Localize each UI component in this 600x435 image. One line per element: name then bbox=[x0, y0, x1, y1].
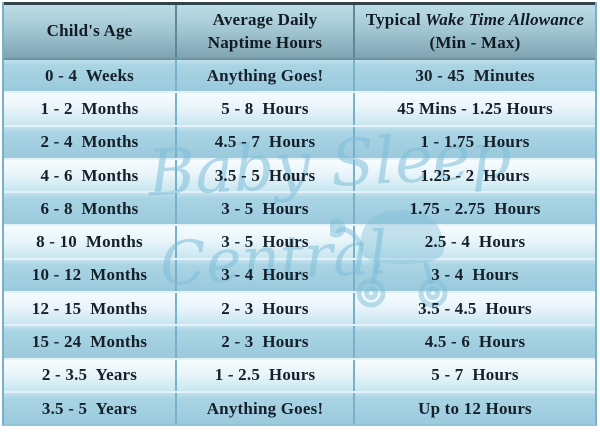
naptime-cell: Anything Goes! bbox=[175, 392, 353, 425]
naptime-cell: Anything Goes! bbox=[175, 60, 353, 92]
header-wake-italic: Wake Time Allowance bbox=[425, 10, 585, 30]
table-row: 15 - 24 Months 2 - 3 Hours 4.5 - 6 Hours bbox=[4, 324, 595, 358]
table-header-row: Child's Age Average Daily Naptime Hours … bbox=[4, 2, 595, 60]
age-cell: 2 - 4 Months bbox=[4, 126, 175, 158]
naptime-cell-text: Anything Goes! bbox=[206, 65, 324, 85]
age-cell-text: 0 - 4 Weeks bbox=[45, 65, 134, 85]
waketime-cell-text: 30 - 45 Minutes bbox=[415, 65, 535, 85]
naptime-cell-text: 2 - 3 Hours bbox=[221, 298, 309, 318]
waketime-cell-text: 1.75 - 2.75 Hours bbox=[409, 198, 541, 218]
age-cell-text: 2 - 3.5 Years bbox=[41, 365, 138, 385]
header-naptime-hours: Average Daily Naptime Hours bbox=[175, 5, 353, 58]
header-naptime-line1: Average Daily bbox=[212, 10, 318, 30]
table-row: 4 - 6 Months 3.5 - 5 Hours 1.25 - 2 Hours bbox=[4, 157, 595, 192]
waketime-cell: 3.5 - 4.5 Hours bbox=[353, 293, 595, 325]
waketime-cell-text: Up to 12 Hours bbox=[418, 398, 532, 418]
header-wake-prefix: Typical bbox=[365, 10, 426, 30]
age-cell: 4 - 6 Months bbox=[4, 159, 175, 192]
age-cell: 1 - 2 Months bbox=[4, 93, 175, 125]
header-childs-age: Child's Age bbox=[4, 5, 175, 58]
age-cell: 8 - 10 Months bbox=[4, 226, 175, 258]
age-cell-text: 2 - 4 Months bbox=[40, 132, 139, 152]
waketime-cell: 3 - 4 Hours bbox=[353, 259, 595, 292]
naptime-cell: 4.5 - 7 Hours bbox=[175, 126, 353, 158]
naptime-cell: 3 - 5 Hours bbox=[175, 193, 353, 225]
header-wake-line1: Typical Wake Time Allowance bbox=[366, 9, 584, 31]
age-cell-text: 12 - 15 Months bbox=[31, 298, 148, 318]
waketime-cell: 45 Mins - 1.25 Hours bbox=[353, 93, 595, 125]
header-childs-age-label: Child's Age bbox=[46, 21, 133, 41]
table-row: 1 - 2 Months 5 - 8 Hours 45 Mins - 1.25 Ho… bbox=[4, 91, 595, 125]
waketime-cell-text: 4.5 - 6 Hours bbox=[424, 332, 526, 352]
waketime-cell-text: 1.25 - 2 Hours bbox=[420, 165, 530, 185]
table-row: 12 - 15 Months 2 - 3 Hours 3.5 - 4.5 Hours bbox=[4, 291, 595, 325]
waketime-cell: 5 - 7 Hours bbox=[353, 359, 595, 391]
naptime-cell-text: Anything Goes! bbox=[206, 398, 324, 418]
age-cell-text: 15 - 24 Months bbox=[31, 332, 148, 352]
naptime-cell: 5 - 8 Hours bbox=[175, 93, 353, 125]
naptime-cell: 1 - 2.5 Hours bbox=[175, 359, 353, 391]
naptime-cell-text: 3 - 5 Hours bbox=[221, 232, 309, 252]
age-cell: 10 - 12 Months bbox=[4, 259, 175, 292]
naptime-cell: 3 - 4 Hours bbox=[175, 259, 353, 292]
waketime-cell: Up to 12 Hours bbox=[353, 392, 595, 425]
table-row: 8 - 10 Months 3 - 5 Hours 2.5 - 4 Hours bbox=[4, 224, 595, 258]
waketime-cell-text: 3 - 4 Hours bbox=[431, 265, 519, 285]
header-naptime-line2: Naptime Hours bbox=[207, 32, 323, 52]
naptime-cell-text: 2 - 3 Hours bbox=[221, 332, 309, 352]
waketime-cell-text: 45 Mins - 1.25 Hours bbox=[397, 98, 553, 118]
waketime-cell: 4.5 - 6 Hours bbox=[353, 326, 595, 358]
naptime-cell-text: 3.5 - 5 Hours bbox=[214, 165, 316, 185]
waketime-cell-text: 1 - 1.75 Hours bbox=[420, 132, 530, 152]
age-cell: 15 - 24 Months bbox=[4, 326, 175, 358]
naptime-cell-text: 4.5 - 7 Hours bbox=[214, 132, 316, 152]
waketime-cell: 2.5 - 4 Hours bbox=[353, 226, 595, 258]
table-row: 6 - 8 Months 3 - 5 Hours 1.75 - 2.75 Hours bbox=[4, 191, 595, 225]
table-body: 0 - 4 Weeks Anything Goes! 30 - 45 Minutes… bbox=[4, 60, 595, 425]
waketime-cell: 30 - 45 Minutes bbox=[353, 60, 595, 92]
table-row: 10 - 12 Months 3 - 4 Hours 3 - 4 Hours bbox=[4, 257, 595, 292]
age-cell-text: 10 - 12 Months bbox=[31, 265, 148, 285]
naptime-cell: 3 - 5 Hours bbox=[175, 226, 353, 258]
age-cell-text: 4 - 6 Months bbox=[40, 165, 139, 185]
naptime-cell-text: 3 - 5 Hours bbox=[221, 198, 309, 218]
age-cell: 2 - 3.5 Years bbox=[4, 359, 175, 391]
age-cell: 12 - 15 Months bbox=[4, 293, 175, 325]
age-cell-text: 1 - 2 Months bbox=[40, 98, 139, 118]
age-cell: 6 - 8 Months bbox=[4, 193, 175, 225]
table-row: 2 - 4 Months 4.5 - 7 Hours 1 - 1.75 Hours bbox=[4, 124, 595, 158]
waketime-cell: 1.75 - 2.75 Hours bbox=[353, 193, 595, 225]
naptime-table: Child's Age Average Daily Naptime Hours … bbox=[2, 2, 597, 427]
waketime-cell-text: 2.5 - 4 Hours bbox=[424, 232, 526, 252]
waketime-cell: 1.25 - 2 Hours bbox=[353, 159, 595, 192]
table-row: 3.5 - 5 Years Anything Goes! Up to 12 Hour… bbox=[4, 390, 595, 425]
age-cell-text: 6 - 8 Months bbox=[40, 198, 139, 218]
waketime-cell: 1 - 1.75 Hours bbox=[353, 126, 595, 158]
naptime-cell-text: 5 - 8 Hours bbox=[221, 98, 309, 118]
header-wake-line2: (Min - Max) bbox=[429, 32, 521, 52]
naptime-cell: 2 - 3 Hours bbox=[175, 326, 353, 358]
naptime-cell-text: 1 - 2.5 Hours bbox=[214, 365, 316, 385]
naptime-cell: 3.5 - 5 Hours bbox=[175, 159, 353, 192]
age-cell: 3.5 - 5 Years bbox=[4, 392, 175, 425]
age-cell: 0 - 4 Weeks bbox=[4, 60, 175, 92]
table-row: 2 - 3.5 Years 1 - 2.5 Hours 5 - 7 Hours bbox=[4, 357, 595, 391]
header-wake-time: Typical Wake Time Allowance (Min - Max) bbox=[353, 5, 595, 58]
waketime-cell-text: 5 - 7 Hours bbox=[431, 365, 519, 385]
naptime-cell-text: 3 - 4 Hours bbox=[221, 265, 309, 285]
age-cell-text: 3.5 - 5 Years bbox=[41, 398, 138, 418]
table-row: 0 - 4 Weeks Anything Goes! 30 - 45 Minutes bbox=[4, 60, 595, 92]
naptime-cell: 2 - 3 Hours bbox=[175, 293, 353, 325]
waketime-cell-text: 3.5 - 4.5 Hours bbox=[418, 298, 532, 318]
age-cell-text: 8 - 10 Months bbox=[36, 232, 143, 252]
